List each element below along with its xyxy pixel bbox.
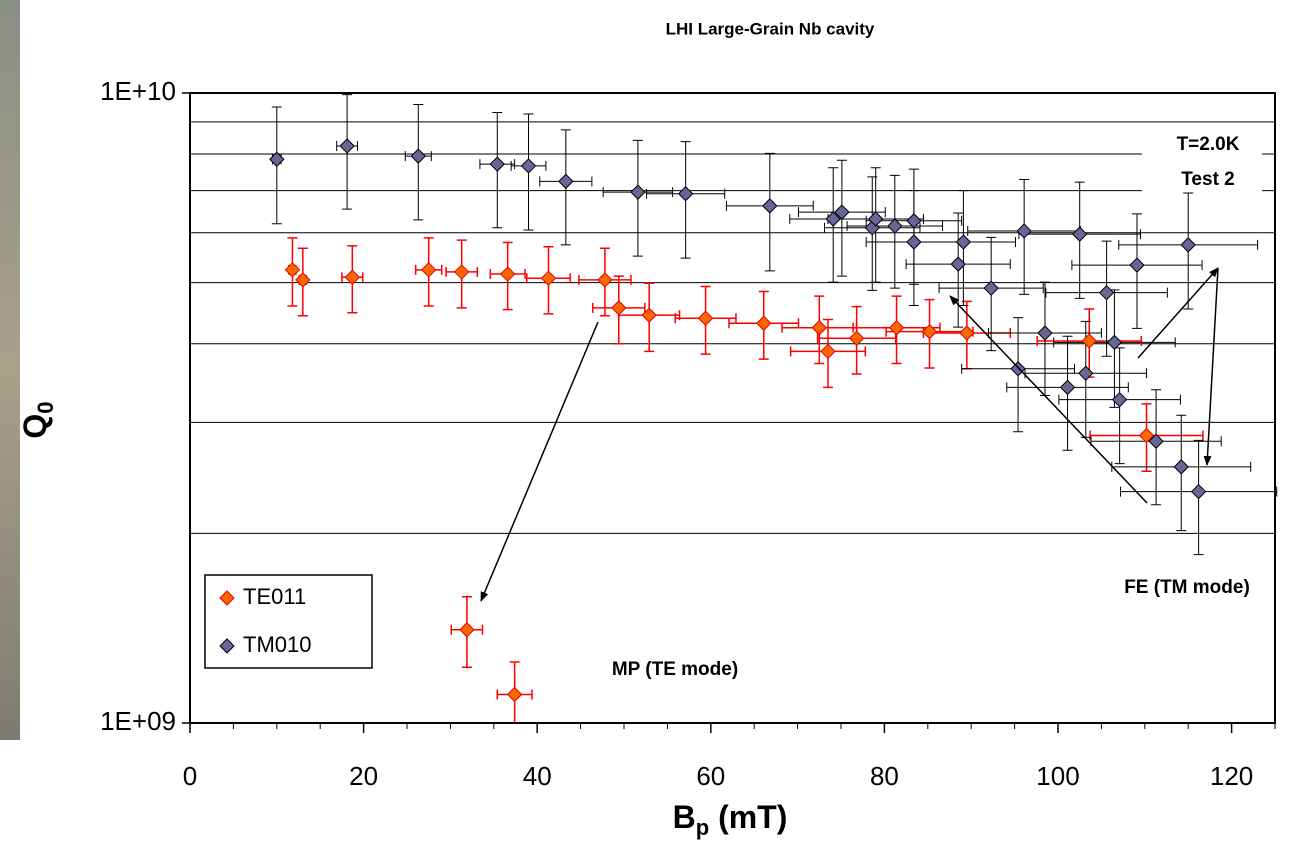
marker <box>848 330 865 346</box>
marker <box>887 218 903 234</box>
legend-label: TE011 <box>243 584 306 609</box>
marker <box>1180 237 1196 253</box>
marker <box>339 138 355 154</box>
marker <box>906 213 922 229</box>
legend-marker <box>219 590 235 606</box>
legend-entries: TE011 TM010 <box>219 584 311 657</box>
marker <box>1071 226 1088 242</box>
marker <box>520 158 537 174</box>
x-tick-label: 120 <box>1210 761 1253 791</box>
marker <box>820 343 836 360</box>
x-label-main: B <box>673 799 696 835</box>
marker <box>269 151 285 167</box>
marker <box>459 622 475 638</box>
marker <box>1098 284 1115 301</box>
marker <box>950 256 966 272</box>
x-tick-label: 40 <box>523 761 552 791</box>
marker <box>1138 427 1155 444</box>
marker <box>597 272 613 288</box>
marker <box>1190 483 1207 500</box>
arrow <box>480 321 599 602</box>
marker <box>1173 459 1189 475</box>
error-bars <box>271 94 1278 724</box>
marker <box>344 269 361 285</box>
marker <box>506 686 523 703</box>
marker <box>959 325 975 341</box>
arrow <box>1137 267 1219 359</box>
y-tick-label: 1E+10 <box>100 76 176 106</box>
y-axis-label: Q0 <box>17 401 57 438</box>
x-tick-label: 20 <box>349 761 378 791</box>
chart-title: LHI Large-Grain Nb cavity <box>666 19 875 38</box>
annotation-bg <box>1142 130 1262 192</box>
x-axis-label: Bp (mT) <box>673 799 788 839</box>
legend <box>204 574 373 669</box>
marker <box>410 148 426 164</box>
annotation: T=2.0K <box>1177 134 1240 155</box>
marker <box>868 211 884 227</box>
x-tick-label: 80 <box>870 761 899 791</box>
marker <box>983 280 999 296</box>
marker <box>284 262 301 278</box>
marker <box>558 173 574 190</box>
y-label-main: Q <box>17 414 53 439</box>
marker <box>888 320 905 336</box>
marker <box>453 264 470 280</box>
plot-frame <box>189 92 1276 724</box>
marker <box>906 234 922 250</box>
marker <box>834 204 850 220</box>
x-tick-label: 0 <box>183 761 197 791</box>
marker <box>611 300 627 316</box>
marker <box>420 262 437 278</box>
annotation: FE (TM mode) <box>1124 577 1250 598</box>
marker <box>641 307 657 323</box>
marker <box>1148 433 1164 449</box>
annotation: Test 2 <box>1181 169 1235 190</box>
x-label-sub: p <box>696 815 709 840</box>
marker <box>811 320 828 336</box>
legend-label: TM010 <box>243 632 311 657</box>
marker <box>1129 257 1145 273</box>
marker <box>489 156 505 172</box>
legend-marker <box>219 638 235 654</box>
marker <box>756 315 772 331</box>
x-tick-label: 100 <box>1036 761 1079 791</box>
markers <box>269 138 1207 703</box>
marker <box>630 184 646 200</box>
arrows <box>480 267 1219 602</box>
marker <box>1037 325 1053 341</box>
marker <box>1016 223 1032 239</box>
marker <box>295 272 311 288</box>
marker <box>540 270 557 287</box>
marker <box>1081 333 1097 349</box>
arrow <box>949 295 1148 504</box>
annotation: MP (TE mode) <box>612 659 738 680</box>
grid <box>190 121 1275 534</box>
marker <box>1059 379 1076 396</box>
marker <box>1106 334 1123 351</box>
marker <box>955 234 972 250</box>
marker <box>697 310 714 326</box>
marker <box>1078 365 1094 381</box>
marker <box>921 323 938 340</box>
y-label-sub: 0 <box>33 401 58 413</box>
arrow <box>1203 267 1219 466</box>
photo-strip <box>0 0 20 740</box>
marker <box>499 266 516 282</box>
x-label-unit: (mT) <box>709 799 787 835</box>
marker <box>762 198 778 214</box>
x-tick-label: 60 <box>696 761 725 791</box>
marker <box>677 186 694 202</box>
y-tick-label: 1E+09 <box>100 706 176 736</box>
marker <box>825 211 841 227</box>
marker <box>1111 391 1128 408</box>
